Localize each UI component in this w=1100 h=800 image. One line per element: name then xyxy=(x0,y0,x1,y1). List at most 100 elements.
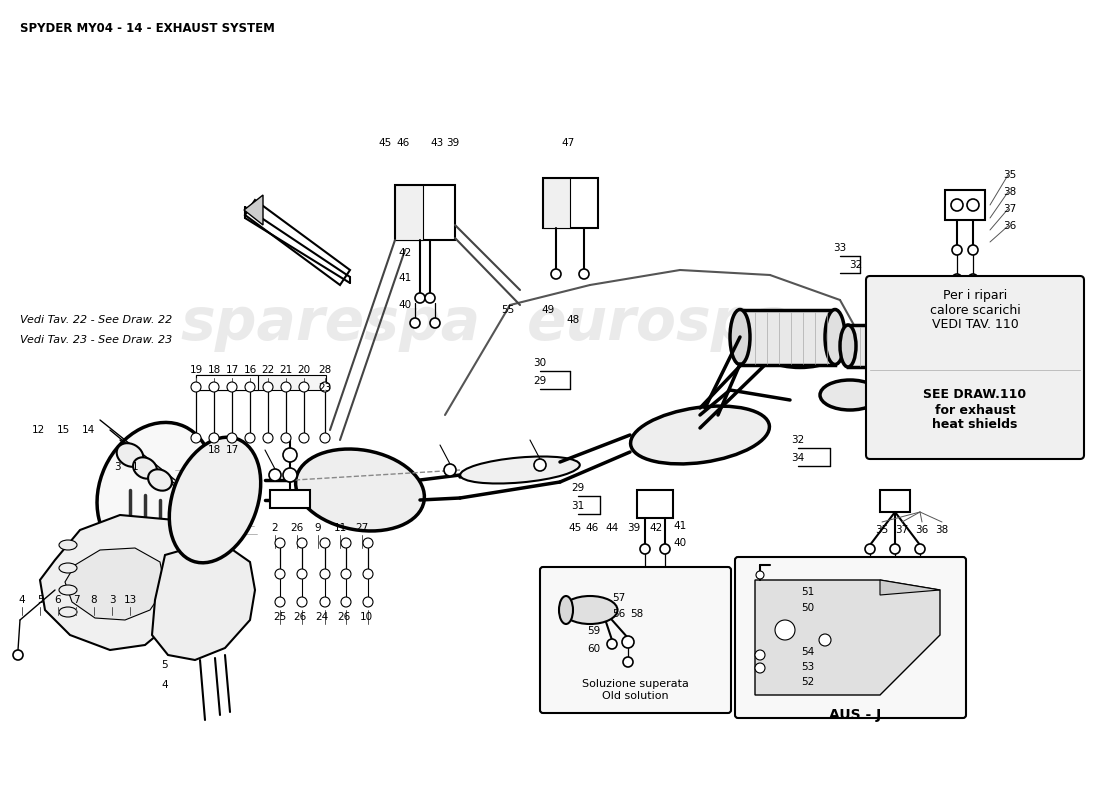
Text: 11: 11 xyxy=(333,523,346,533)
Text: Vedi Tav. 23 - See Draw. 23: Vedi Tav. 23 - See Draw. 23 xyxy=(20,335,173,345)
Circle shape xyxy=(952,274,962,284)
Text: 20: 20 xyxy=(297,365,310,375)
Circle shape xyxy=(915,571,925,581)
Bar xyxy=(848,325,918,367)
Circle shape xyxy=(820,634,830,646)
Text: 39: 39 xyxy=(627,523,640,533)
Bar xyxy=(196,375,258,390)
Text: 32: 32 xyxy=(849,260,862,270)
Text: 35: 35 xyxy=(1003,170,1016,180)
Circle shape xyxy=(320,569,330,579)
Text: 3: 3 xyxy=(113,462,120,472)
FancyBboxPatch shape xyxy=(540,567,732,713)
Circle shape xyxy=(227,433,236,443)
Bar xyxy=(395,185,455,240)
Text: 34: 34 xyxy=(791,453,804,463)
Polygon shape xyxy=(880,580,940,595)
Polygon shape xyxy=(152,545,255,660)
Text: 26: 26 xyxy=(338,612,351,622)
Text: 60: 60 xyxy=(587,644,601,654)
Ellipse shape xyxy=(820,380,880,410)
Text: 45: 45 xyxy=(569,523,582,533)
Text: SEE DRAW.110
for exhaust
heat shields: SEE DRAW.110 for exhaust heat shields xyxy=(923,389,1026,431)
Text: 8: 8 xyxy=(90,595,97,605)
Circle shape xyxy=(865,571,874,581)
Text: 17: 17 xyxy=(226,365,239,375)
Text: Vedi Tav. 22 - See Draw. 22: Vedi Tav. 22 - See Draw. 22 xyxy=(20,315,173,325)
Bar xyxy=(196,375,326,390)
Circle shape xyxy=(297,538,307,548)
Circle shape xyxy=(13,650,23,660)
Text: 38: 38 xyxy=(935,525,948,535)
Text: 2: 2 xyxy=(272,523,278,533)
Text: sparespa: sparespa xyxy=(180,295,480,353)
Text: 10: 10 xyxy=(360,612,373,622)
Text: 42: 42 xyxy=(398,248,411,258)
Polygon shape xyxy=(245,200,350,285)
Circle shape xyxy=(430,318,440,328)
Ellipse shape xyxy=(825,310,845,365)
Ellipse shape xyxy=(840,325,856,367)
Text: 37: 37 xyxy=(895,525,909,535)
Text: 43: 43 xyxy=(430,138,443,148)
Circle shape xyxy=(534,459,546,471)
Circle shape xyxy=(275,538,285,548)
Text: 1: 1 xyxy=(132,462,139,472)
Text: 18: 18 xyxy=(208,365,221,375)
Circle shape xyxy=(191,433,201,443)
Circle shape xyxy=(245,433,255,443)
Text: 19: 19 xyxy=(189,365,202,375)
Text: 29: 29 xyxy=(534,376,547,386)
Text: 5: 5 xyxy=(36,595,43,605)
Text: 40: 40 xyxy=(673,538,686,548)
Circle shape xyxy=(275,597,285,607)
Text: SPYDER MY04 - 14 - EXHAUST SYSTEM: SPYDER MY04 - 14 - EXHAUST SYSTEM xyxy=(20,22,275,35)
Circle shape xyxy=(263,382,273,392)
Circle shape xyxy=(209,382,219,392)
Circle shape xyxy=(297,597,307,607)
Circle shape xyxy=(623,657,632,667)
Ellipse shape xyxy=(117,443,143,467)
Polygon shape xyxy=(40,515,200,650)
Ellipse shape xyxy=(169,438,261,562)
Ellipse shape xyxy=(59,585,77,595)
Text: 36: 36 xyxy=(1003,221,1016,231)
Text: 5: 5 xyxy=(162,660,168,670)
Text: 23: 23 xyxy=(318,383,331,393)
Circle shape xyxy=(444,464,456,476)
Bar xyxy=(945,190,984,220)
Text: 41: 41 xyxy=(673,521,686,531)
Text: 22: 22 xyxy=(262,365,275,375)
Text: 12: 12 xyxy=(32,425,45,435)
Text: Per i ripari
calore scarichi
VEDI TAV. 110: Per i ripari calore scarichi VEDI TAV. 1… xyxy=(930,289,1021,331)
Circle shape xyxy=(209,433,219,443)
Circle shape xyxy=(270,469,280,481)
Text: 37: 37 xyxy=(1003,204,1016,214)
Ellipse shape xyxy=(59,540,77,550)
Text: 33: 33 xyxy=(834,243,847,253)
Ellipse shape xyxy=(460,457,580,483)
Text: 31: 31 xyxy=(571,501,584,511)
Bar xyxy=(270,490,310,508)
Circle shape xyxy=(410,318,420,328)
Circle shape xyxy=(320,597,330,607)
Bar xyxy=(637,490,673,518)
Text: 26: 26 xyxy=(290,523,304,533)
Circle shape xyxy=(415,293,425,303)
Circle shape xyxy=(890,571,900,581)
Text: 35: 35 xyxy=(876,525,889,535)
Text: 58: 58 xyxy=(630,609,644,619)
Text: 42: 42 xyxy=(649,523,662,533)
Text: 57: 57 xyxy=(613,593,626,603)
Text: 45: 45 xyxy=(378,138,392,148)
Circle shape xyxy=(755,650,764,660)
Text: 44: 44 xyxy=(605,523,618,533)
Text: 51: 51 xyxy=(802,587,815,597)
Circle shape xyxy=(755,663,764,673)
Text: 18: 18 xyxy=(208,445,221,455)
Text: 24: 24 xyxy=(316,612,329,622)
Text: 49: 49 xyxy=(541,305,554,315)
Text: 4: 4 xyxy=(19,595,25,605)
Circle shape xyxy=(952,199,962,211)
Circle shape xyxy=(320,382,330,392)
